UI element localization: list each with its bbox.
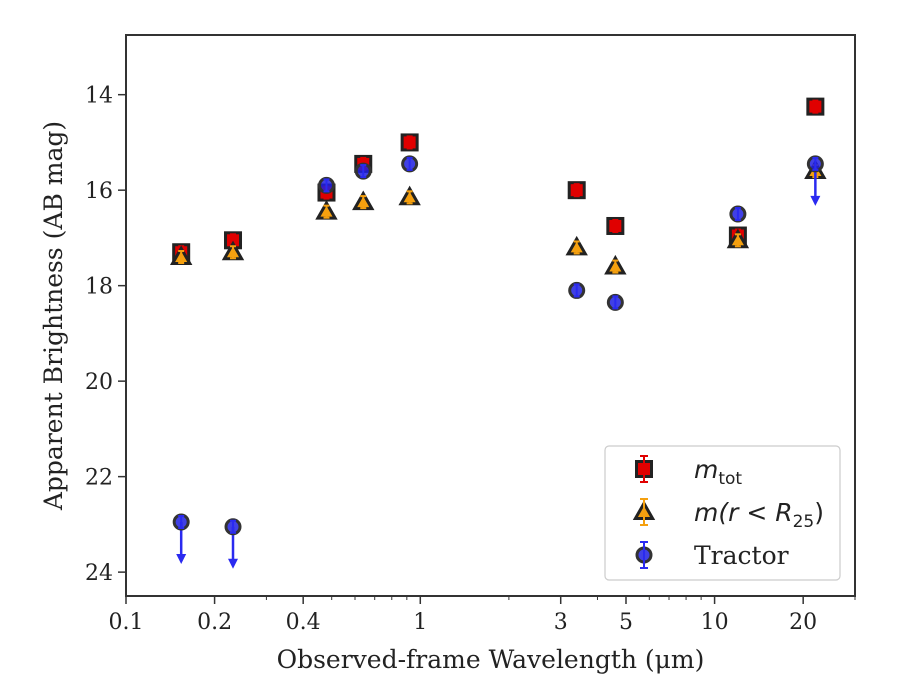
y-tick-label-1: 14: [85, 84, 113, 109]
legend-label-3: Tractor: [694, 541, 789, 570]
legend-entry-3: Tractor: [635, 541, 789, 570]
y-tick-label-2: 16: [85, 179, 113, 204]
y-tick-label-4: 20: [85, 370, 113, 395]
x-tick-label-4: 1: [413, 610, 427, 635]
x-tick-label-6: 5: [619, 610, 633, 635]
y-axis-label: Apparent Brightness (AB mag): [39, 121, 68, 511]
y-tick-label-5: 22: [85, 466, 113, 491]
axes: 0.1 0.2 0.4 1 3 5 10 20 14 16 18 20 22 24: [85, 34, 856, 635]
series-3-point-2-limit-arrow: [228, 558, 239, 569]
x-tick-label-7: 10: [701, 610, 729, 635]
plot-frame: [125, 34, 856, 597]
legend-entry-2: m(r < R25): [632, 498, 824, 532]
x-tick-label-2: 0.2: [197, 610, 232, 635]
series-1: [172, 97, 825, 262]
x-axis-label: Observed-frame Wavelength (μm): [277, 645, 705, 674]
x-tick-label-8: 20: [789, 610, 817, 635]
y-tick-label-3: 18: [85, 275, 113, 300]
legend-box: [604, 445, 841, 581]
series-3-point-9-limit-arrow: [810, 195, 821, 206]
series-2: [169, 159, 827, 275]
y-tick-label-6: 24: [85, 561, 113, 586]
series-3: [172, 155, 824, 569]
legend: mtot m(r < R25) Tractor: [604, 445, 841, 581]
x-tick-label-3: 0.4: [286, 610, 321, 635]
legend-entry-1: mtot: [635, 455, 742, 489]
legend-label-1: mtot: [694, 455, 742, 489]
x-tick-label-1: 0.1: [109, 610, 144, 635]
legend-label-2: m(r < R25): [694, 498, 824, 532]
series-3-point-1-limit-arrow: [176, 553, 187, 564]
x-tick-label-5: 3: [554, 610, 568, 635]
data-marks: [169, 97, 827, 569]
